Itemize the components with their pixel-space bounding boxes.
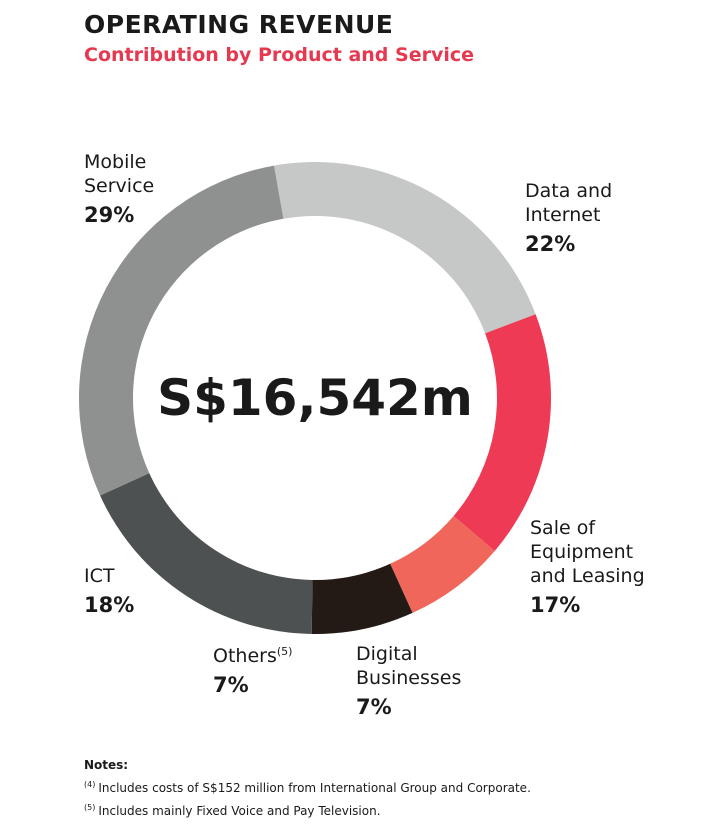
slice-label: Businesses — [356, 667, 461, 689]
slice-label: Sale of — [530, 517, 596, 539]
notes: Notes: (4) Includes costs of S$152 millio… — [84, 756, 531, 821]
note-text: Includes mainly Fixed Voice and Pay Tele… — [98, 804, 381, 818]
slice-label: Service — [84, 175, 154, 197]
chart-subtitle: Contribution by Product and Service — [84, 44, 474, 66]
slice-label: Others(5) — [213, 645, 292, 667]
donut-slice — [79, 165, 284, 496]
slice-label: Equipment — [530, 541, 633, 563]
slice-label: Digital — [356, 643, 418, 665]
note-item: (5) Includes mainly Fixed Voice and Pay T… — [84, 798, 531, 821]
slice-value-label: 17% — [530, 593, 580, 617]
note-text: Includes costs of S$152 million from Int… — [98, 781, 531, 795]
slice-label: Internet — [525, 204, 600, 226]
slice-label-group: Others(5) 7% — [213, 645, 292, 697]
donut-slice — [311, 563, 413, 634]
slice-value-label: 18% — [84, 593, 134, 617]
slice-label: ICT — [84, 565, 115, 587]
slice-label: and Leasing — [530, 565, 645, 587]
slice-label: Mobile — [84, 151, 146, 173]
slice-label-superscript: (5) — [277, 645, 293, 658]
chart-title: OPERATING REVENUE — [84, 10, 394, 39]
notes-title: Notes: — [84, 758, 129, 772]
donut-slice — [453, 314, 551, 551]
slice-value-label: 29% — [84, 203, 134, 227]
slice-value-label: 7% — [213, 673, 249, 697]
note-marker: (5) — [84, 803, 96, 812]
note-item: (4) Includes costs of S$152 million from … — [84, 775, 531, 798]
donut-slices — [79, 162, 551, 634]
donut-slice — [390, 515, 495, 613]
donut-slice — [274, 162, 536, 334]
slice-label: Data and — [525, 180, 612, 202]
donut-slice — [100, 473, 313, 634]
slice-label-group: ICT 18% — [84, 565, 134, 617]
center-total-label: S$16,542m — [157, 369, 473, 427]
note-marker: (4) — [84, 780, 96, 789]
slice-value-label: 7% — [356, 695, 392, 719]
slice-value-label: 22% — [525, 232, 575, 256]
